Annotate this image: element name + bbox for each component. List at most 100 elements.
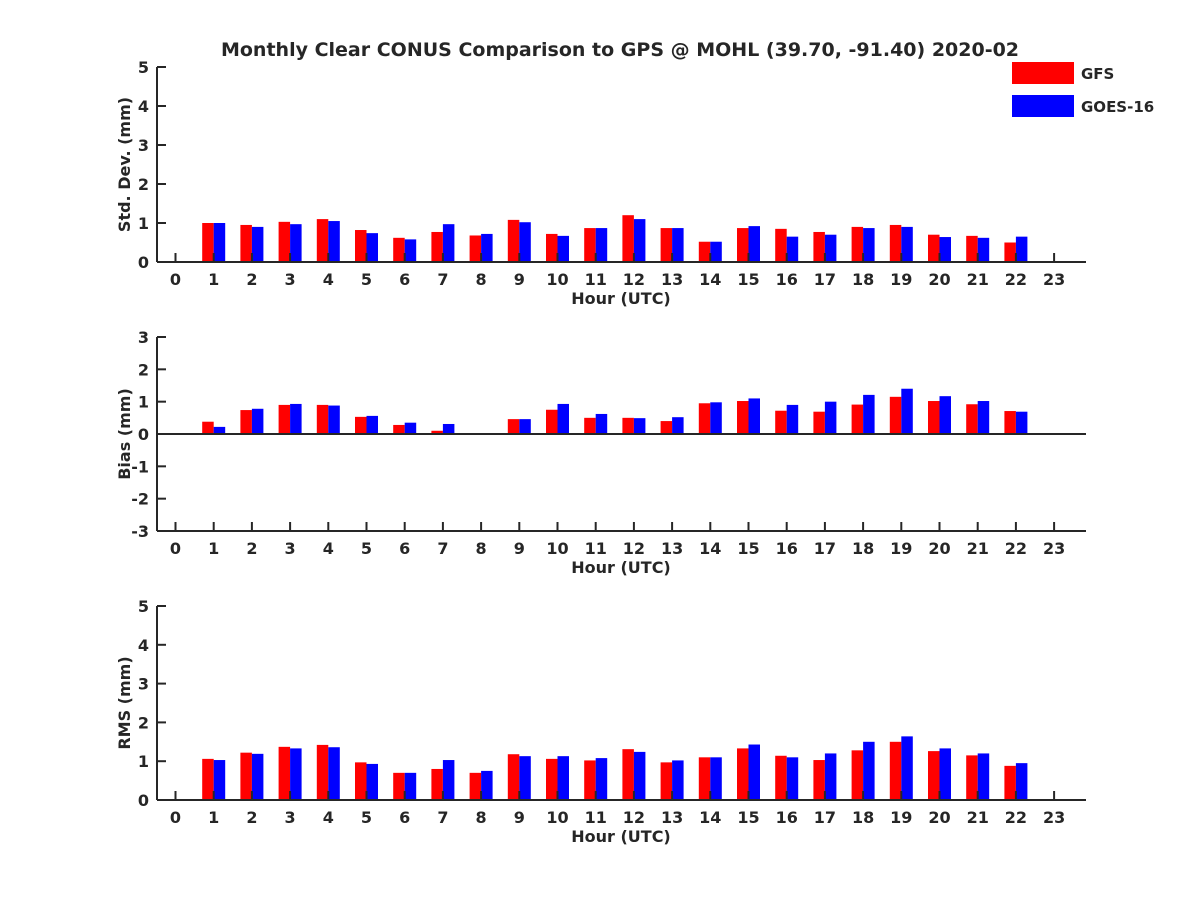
y-tick-label: 1 <box>138 393 149 412</box>
x-tick-label: 12 <box>623 808 645 827</box>
x-tick-label: 23 <box>1043 539 1065 558</box>
bar-gfs-7 <box>431 231 443 262</box>
bar-gfs-2 <box>240 224 252 262</box>
bar-goes-16-2 <box>251 408 264 434</box>
chart-title: Monthly Clear CONUS Comparison to GPS @ … <box>221 39 1019 61</box>
y-tick-label: 2 <box>138 175 149 194</box>
y-tick-label: 3 <box>138 675 149 694</box>
legend-label: GOES-16 <box>1081 98 1154 116</box>
bar-gfs-11 <box>584 228 596 262</box>
bar-gfs-18 <box>851 404 864 434</box>
bar-goes-16-15 <box>748 398 760 434</box>
bar-goes-16-19 <box>901 736 913 800</box>
x-tick-label: 20 <box>928 539 950 558</box>
x-tick-label: 15 <box>737 270 759 289</box>
x-tick-label: 2 <box>246 808 257 827</box>
x-tick-label: 15 <box>737 539 759 558</box>
bar-goes-16-9 <box>519 222 531 262</box>
bar-gfs-13 <box>660 228 673 262</box>
x-tick-label: 22 <box>1005 808 1027 827</box>
x-tick-label: 11 <box>585 270 607 289</box>
x-tick-label: 14 <box>699 270 721 289</box>
x-tick-label: 18 <box>852 270 874 289</box>
bar-gfs-3 <box>278 746 291 800</box>
bar-gfs-8 <box>469 235 482 262</box>
bar-goes-16-18 <box>863 228 875 262</box>
x-tick-label: 8 <box>476 539 487 558</box>
x-tick-label: 0 <box>170 270 181 289</box>
x-tick-label: 12 <box>623 270 645 289</box>
x-tick-label: 13 <box>661 808 683 827</box>
bar-gfs-13 <box>660 421 673 434</box>
x-tick-label: 2 <box>246 539 257 558</box>
legend: GFS GOES-16 <box>1012 62 1154 117</box>
x-tick-label: 16 <box>776 808 798 827</box>
bar-gfs-22 <box>1004 242 1016 262</box>
x-axis-label: Hour (UTC) <box>571 558 671 577</box>
x-tick-label: 3 <box>285 539 296 558</box>
x-tick-label: 16 <box>776 270 798 289</box>
x-tick-label: 21 <box>967 808 989 827</box>
bar-goes-16-2 <box>251 753 264 800</box>
bar-goes-16-21 <box>977 401 990 434</box>
x-tick-label: 17 <box>814 808 836 827</box>
bar-gfs-2 <box>240 410 252 434</box>
x-tick-label: 22 <box>1005 270 1027 289</box>
y-axis-label: RMS (mm) <box>115 656 134 749</box>
bar-goes-16-2 <box>251 226 264 262</box>
bar-goes-16-5 <box>366 763 378 800</box>
x-tick-label: 13 <box>661 539 683 558</box>
bar-gfs-22 <box>1004 765 1016 800</box>
x-tick-label: 0 <box>170 539 181 558</box>
bar-gfs-19 <box>889 396 902 434</box>
x-tick-label: 21 <box>967 270 989 289</box>
x-tick-label: 19 <box>890 270 912 289</box>
x-tick-label: 6 <box>399 270 410 289</box>
bar-gfs-6 <box>393 772 405 800</box>
bar-goes-16-4 <box>328 747 340 800</box>
x-tick-label: 18 <box>852 539 874 558</box>
x-tick-label: 10 <box>546 270 568 289</box>
legend-swatch-goes-16 <box>1012 95 1074 117</box>
y-tick-label: 0 <box>138 791 149 810</box>
x-tick-label: 11 <box>585 808 607 827</box>
bar-goes-16-12 <box>633 751 646 800</box>
x-tick-label: 12 <box>623 539 645 558</box>
y-tick-label: 0 <box>138 253 149 272</box>
y-tick-label: 2 <box>138 360 149 379</box>
bar-goes-16-5 <box>366 233 378 262</box>
bar-gfs-2 <box>240 752 252 800</box>
bar-goes-16-3 <box>290 403 302 434</box>
bar-gfs-12 <box>622 215 634 262</box>
bar-goes-16-9 <box>519 756 531 800</box>
bar-gfs-15 <box>737 748 749 800</box>
bar-goes-16-3 <box>290 224 302 262</box>
bar-goes-16-1 <box>213 223 226 262</box>
x-tick-label: 5 <box>361 270 372 289</box>
x-tick-label: 2 <box>246 270 257 289</box>
bar-goes-16-14 <box>710 241 722 262</box>
y-tick-label: 3 <box>138 328 149 347</box>
y-axis-label: Std. Dev. (mm) <box>115 97 134 232</box>
y-tick-label: -2 <box>131 490 149 509</box>
bar-goes-16-16 <box>786 757 799 800</box>
x-tick-label: 4 <box>323 808 334 827</box>
bar-gfs-21 <box>966 235 978 262</box>
bar-goes-16-11 <box>595 413 608 434</box>
bar-goes-16-17 <box>824 401 837 434</box>
bar-goes-16-18 <box>863 394 875 434</box>
y-tick-label: 0 <box>138 425 149 444</box>
x-tick-label: 7 <box>437 808 448 827</box>
bar-goes-16-10 <box>557 403 569 434</box>
bar-goes-16-10 <box>557 235 569 262</box>
x-tick-label: 22 <box>1005 539 1027 558</box>
bar-gfs-7 <box>431 768 443 800</box>
bar-goes-16-20 <box>939 396 951 434</box>
x-tick-label: 14 <box>699 539 721 558</box>
bar-goes-16-12 <box>633 418 646 434</box>
bar-gfs-4 <box>316 744 329 800</box>
